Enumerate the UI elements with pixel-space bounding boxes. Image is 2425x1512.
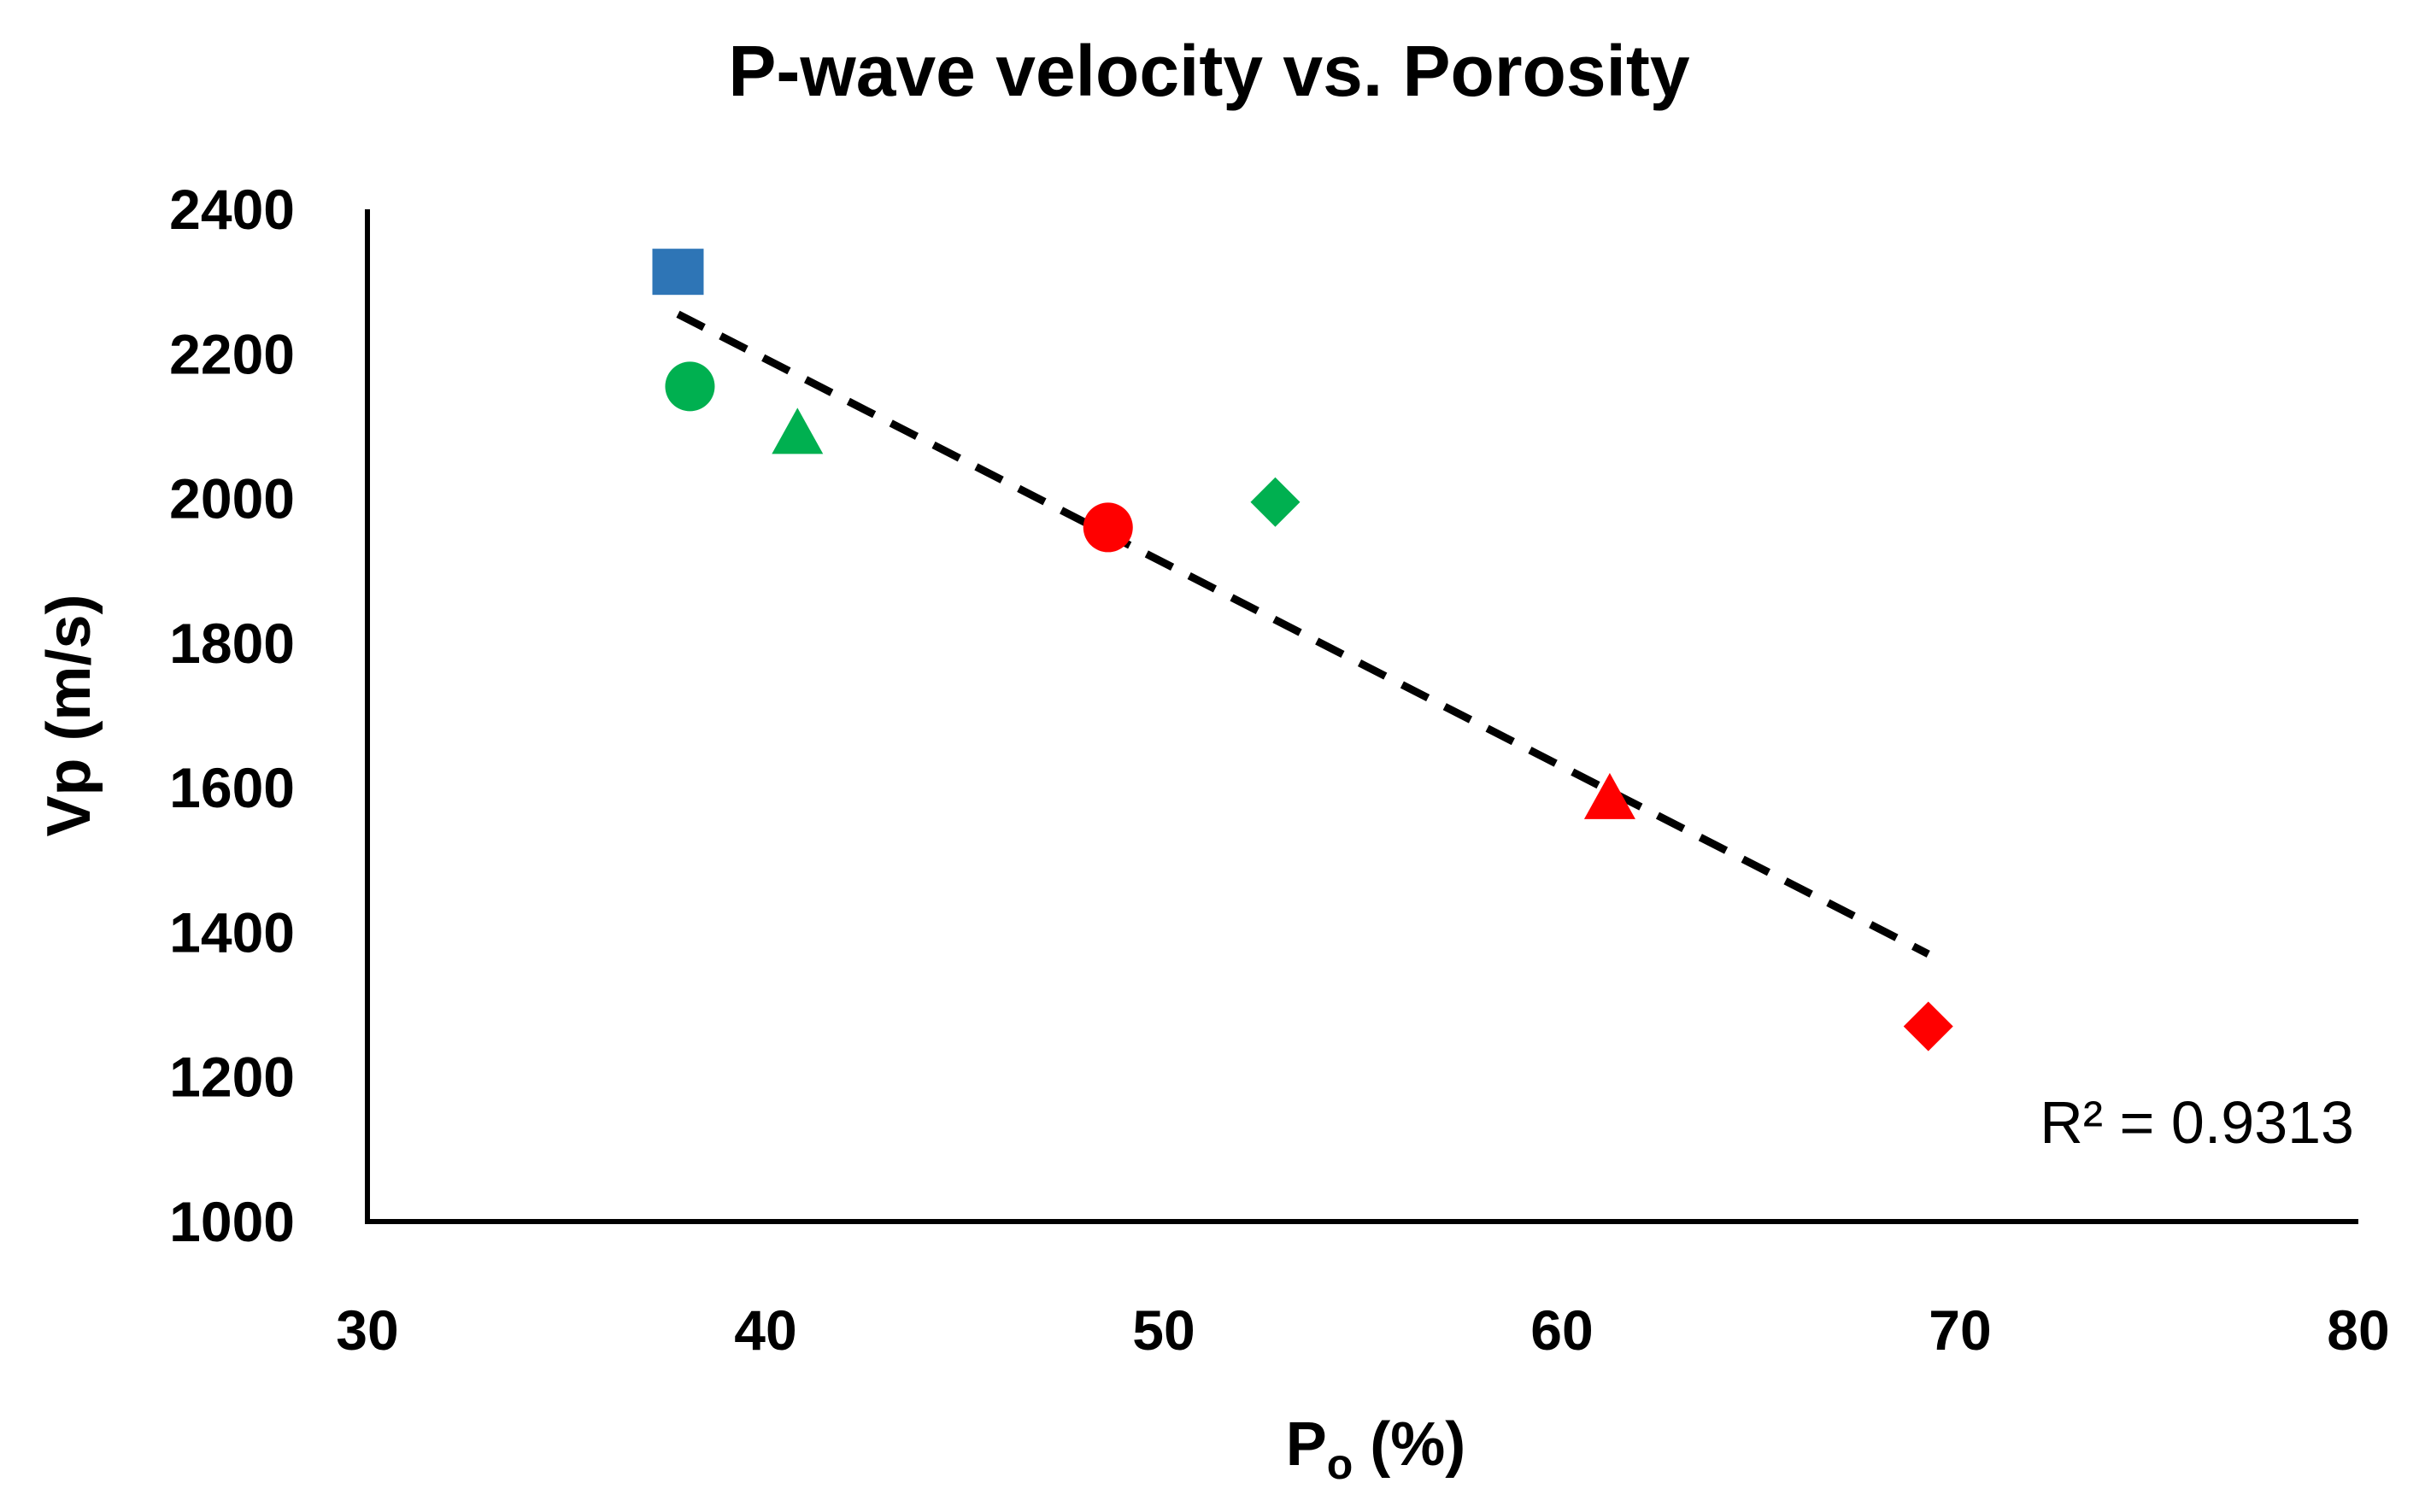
x-axis-label: Po (%) <box>1286 1410 1466 1488</box>
y-tick-label: 1000 <box>169 1190 295 1253</box>
x-axis-label-unit: (%) <box>1353 1410 1465 1479</box>
x-tick-label: 80 <box>2327 1298 2389 1362</box>
y-tick-label: 1200 <box>169 1046 295 1109</box>
data-point-triangle <box>772 407 823 454</box>
data-point-diamond <box>1250 478 1300 527</box>
y-tick-label: 1400 <box>169 900 295 964</box>
x-tick-label: 40 <box>734 1298 796 1362</box>
chart-canvas: P-wave velocity vs. Porosity Vp (m/s) Po… <box>0 0 2425 1512</box>
y-tick-label: 2400 <box>169 178 295 241</box>
data-points <box>652 249 1952 1051</box>
x-tick-label: 60 <box>1530 1298 1593 1362</box>
x-tick-label: 50 <box>1132 1298 1195 1362</box>
y-tick-label: 2200 <box>169 322 295 385</box>
y-tick-label: 2000 <box>169 467 295 530</box>
x-axis-label-subscript: o <box>1327 1440 1353 1488</box>
data-point-circle <box>1083 502 1133 552</box>
tick-labels: 1000 1200 1400 1600 1800 2000 2200 2400 30 40 50 60… <box>169 178 2390 1362</box>
x-tick-label: 30 <box>336 1298 398 1362</box>
trendline <box>678 314 1928 954</box>
data-point-circle <box>665 361 714 411</box>
y-tick-label: 1800 <box>169 612 295 675</box>
y-axis-label: Vp (m/s) <box>35 594 103 836</box>
r-squared-annotation: R² = 0.9313 <box>2040 1089 2354 1156</box>
trendline-group <box>678 314 1928 954</box>
y-tick-label: 1600 <box>169 756 295 819</box>
data-point-square <box>652 249 703 295</box>
x-axis-label-main: P <box>1286 1410 1327 1479</box>
x-tick-label: 70 <box>1929 1298 1991 1362</box>
scatter-chart: P-wave velocity vs. Porosity Vp (m/s) Po… <box>0 0 2425 1512</box>
data-point-diamond <box>1904 1001 1953 1051</box>
chart-title: P-wave velocity vs. Porosity <box>728 31 1689 111</box>
